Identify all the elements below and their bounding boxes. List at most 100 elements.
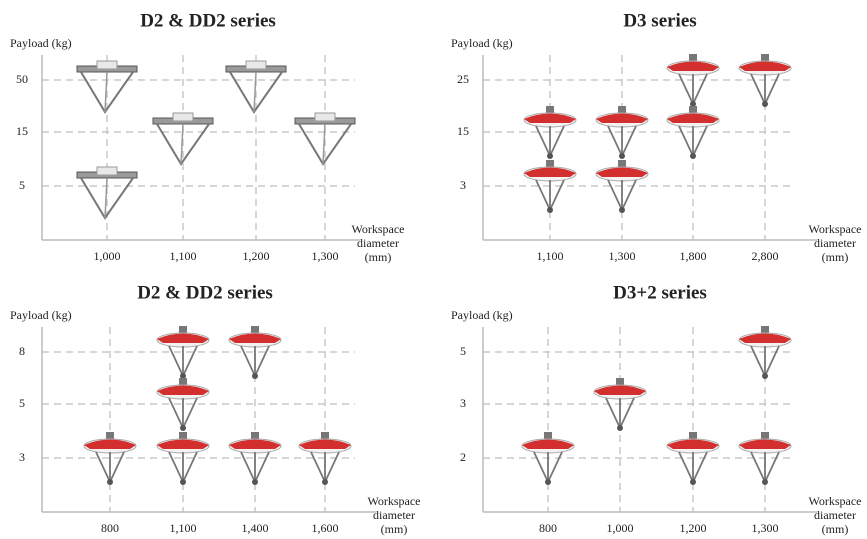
- robot-motor: [315, 113, 335, 121]
- robot-effector: [547, 207, 553, 213]
- y-tick-label: 5: [19, 178, 25, 192]
- x-tick-label: 800: [539, 521, 557, 535]
- x-tick-label: 1,200: [243, 249, 270, 263]
- robot-motor: [246, 61, 266, 69]
- x-axis-label: (mm): [365, 250, 392, 264]
- x-tick-label: 800: [101, 521, 119, 535]
- y-axis-label: Payload (kg): [451, 36, 513, 50]
- robot-effector: [619, 207, 625, 213]
- x-tick-label: 1,800: [680, 249, 707, 263]
- y-axis-label: Payload (kg): [451, 308, 513, 322]
- x-tick-label: 1,100: [170, 249, 197, 263]
- y-tick-label: 8: [19, 344, 25, 358]
- robot-effector: [322, 479, 328, 485]
- panel-title: D3+2 series: [613, 282, 707, 303]
- robot-leg: [608, 180, 622, 210]
- panel-title: D3 series: [623, 10, 696, 31]
- x-axis-label: diameter: [814, 508, 856, 522]
- x-axis-label: Workspace: [351, 222, 404, 236]
- robot-leg: [183, 398, 197, 428]
- robot-effector: [690, 153, 696, 159]
- robot-leg: [110, 452, 124, 482]
- robot-leg: [169, 398, 183, 428]
- robot-leg: [169, 346, 183, 376]
- robot-leg: [183, 346, 197, 376]
- robot-leg: [536, 126, 550, 156]
- x-axis-label: (mm): [822, 522, 849, 536]
- robot-leg: [693, 126, 707, 156]
- robot-leg: [325, 452, 339, 482]
- x-tick-label: 1,100: [537, 249, 564, 263]
- robot-leg: [765, 346, 779, 376]
- robot-icon: [594, 378, 646, 431]
- robot-leg: [608, 126, 622, 156]
- x-tick-label: 1,600: [312, 521, 339, 535]
- x-axis-label: (mm): [822, 250, 849, 264]
- robot-leg: [255, 452, 269, 482]
- x-tick-label: 2,800: [752, 249, 779, 263]
- robot-effector: [252, 373, 258, 379]
- x-tick-label: 1,100: [170, 521, 197, 535]
- robot-leg: [169, 452, 183, 482]
- robot-leg: [548, 452, 562, 482]
- robot-motor: [97, 167, 117, 175]
- robot-effector: [107, 479, 113, 485]
- x-tick-label: 1,000: [607, 521, 634, 535]
- robot-effector: [180, 425, 186, 431]
- x-axis-label: diameter: [357, 236, 399, 250]
- robot-effector: [762, 101, 768, 107]
- robot-leg: [679, 74, 693, 104]
- y-tick-label: 3: [19, 450, 25, 464]
- robot-effector: [180, 479, 186, 485]
- x-axis-label: Workspace: [808, 494, 861, 508]
- robot-leg: [679, 126, 693, 156]
- x-tick-label: 1,300: [609, 249, 636, 263]
- robot-leg: [622, 180, 636, 210]
- robot-leg: [622, 126, 636, 156]
- robot-effector: [762, 373, 768, 379]
- robot-leg: [620, 398, 634, 428]
- y-tick-label: 5: [460, 344, 466, 358]
- robot-leg: [606, 398, 620, 428]
- y-tick-label: 3: [460, 396, 466, 410]
- robot-effector: [545, 479, 551, 485]
- x-tick-label: 1,300: [752, 521, 779, 535]
- y-axis-label: Payload (kg): [10, 308, 72, 322]
- robot-leg: [96, 452, 110, 482]
- robot-effector: [617, 425, 623, 431]
- x-axis-label: diameter: [373, 508, 415, 522]
- robot-leg: [311, 452, 325, 482]
- panel-title: D2 & DD2 series: [140, 10, 276, 31]
- product-matrix: D2 & DD2 seriesPayload (kg)501551,0001,1…: [0, 0, 867, 539]
- x-tick-label: 1,000: [94, 249, 121, 263]
- robot-motor: [173, 113, 193, 121]
- robot-leg: [765, 452, 779, 482]
- y-tick-label: 15: [457, 124, 469, 138]
- robot-leg: [183, 452, 197, 482]
- robot-leg: [693, 452, 707, 482]
- y-tick-label: 3: [460, 178, 466, 192]
- robot-leg: [751, 346, 765, 376]
- robot-leg: [255, 346, 269, 376]
- robot-leg: [765, 74, 779, 104]
- robot-leg: [534, 452, 548, 482]
- robot-effector: [252, 479, 258, 485]
- robot-leg: [679, 452, 693, 482]
- robot-leg: [241, 452, 255, 482]
- x-tick-label: 1,300: [312, 249, 339, 263]
- x-axis-label: Workspace: [808, 222, 861, 236]
- robot-effector: [619, 153, 625, 159]
- robot-motor: [97, 61, 117, 69]
- x-axis-label: Workspace: [367, 494, 420, 508]
- y-tick-label: 5: [19, 396, 25, 410]
- robot-leg: [751, 74, 765, 104]
- y-tick-label: 15: [16, 124, 28, 138]
- x-tick-label: 1,200: [680, 521, 707, 535]
- robot-effector: [690, 479, 696, 485]
- robot-leg: [550, 126, 564, 156]
- robot-leg: [536, 180, 550, 210]
- robot-leg: [241, 346, 255, 376]
- robot-icon: [77, 167, 137, 218]
